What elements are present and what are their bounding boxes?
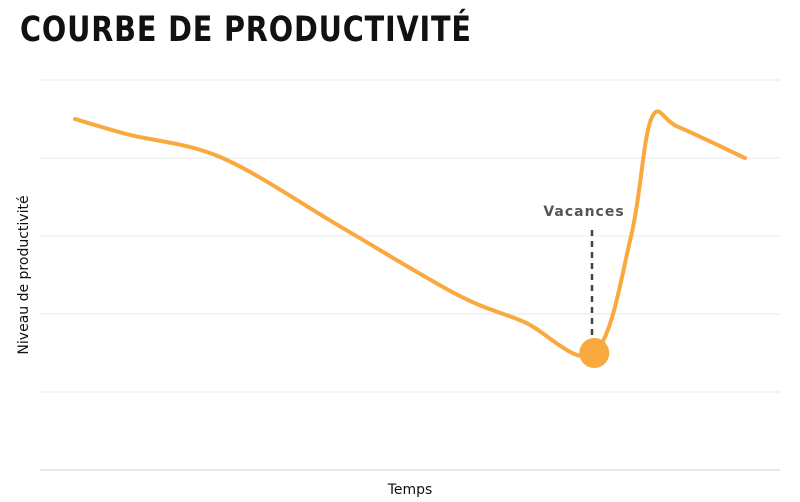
chart-title: COURBE DE PRODUCTIVITÉ (20, 10, 472, 50)
grid-lines (40, 79, 780, 471)
y-axis-label: Niveau de productivité (16, 195, 32, 354)
x-axis-label: Temps (387, 482, 433, 498)
series-line (73, 109, 747, 359)
vacances-marker (579, 338, 610, 368)
annotation-label-vacances: Vacances (543, 204, 624, 220)
